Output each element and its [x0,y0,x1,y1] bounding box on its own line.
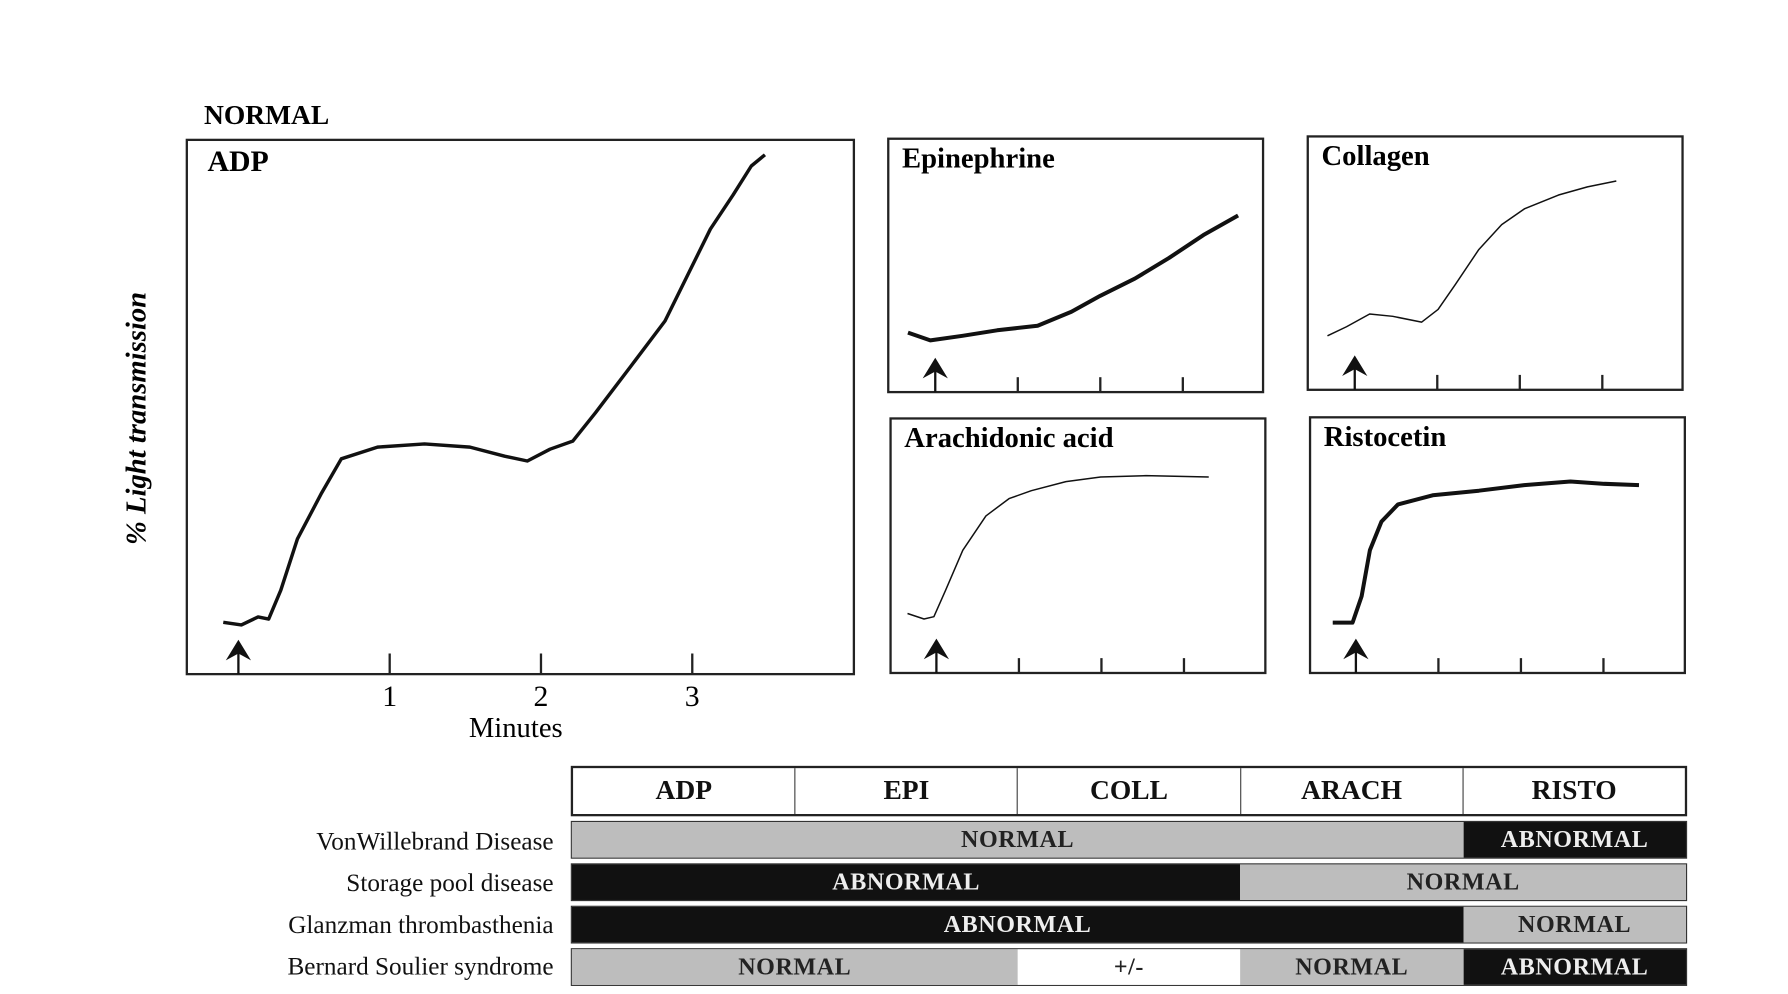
status-cell-abnormal: ABNORMAL [571,864,1241,900]
arrow-icon [225,639,252,675]
panel-title: Ristocetin [1324,421,1447,453]
panel-frame [185,138,856,676]
panel-title: Epinephrine [902,142,1055,174]
table-row: NORMAL ABNORMAL [570,820,1688,859]
status-cell-normal: NORMAL [1240,949,1464,985]
trace-line [907,474,1209,620]
arrow-icon [922,357,948,393]
trace-line [1332,479,1640,625]
status-cell-normal: NORMAL [1240,864,1686,900]
trace-line [223,153,767,627]
status-cell-abnormal: ABNORMAL [571,906,1464,943]
panel-frame [1308,416,1686,675]
panel-frame [889,417,1267,675]
arrow-icon [1342,355,1368,390]
status-cell-abnormal: ABNORMAL [1463,822,1686,858]
disease-table: ADP EPI COLL ARACH RISTO NORMAL ABNORMAL ABNOR… [570,765,1688,986]
arrow-icon [1343,638,1369,673]
x-tick-label: 1 [382,680,397,713]
column-header-adp: ADP [573,768,796,815]
table-row: ABNORMAL NORMAL [570,905,1688,944]
status-cell-normal: NORMAL [571,822,1464,858]
row-label: Storage pool disease [346,867,554,897]
aggregation-charts: NORMAL % Light transmission Minutes ADP 1… [121,99,1686,744]
row-label: VonWillebrand Disease [316,826,554,856]
status-cell-normal: NORMAL [571,949,1018,985]
column-header-risto: RISTO [1531,775,1617,806]
trace-line [907,213,1240,343]
panel-ristocetin: Ristocetin [1308,416,1686,675]
row-label: Glanzman thrombasthenia [288,910,554,939]
column-header-epi: EPI [796,768,1019,815]
panel-title: Collagen [1322,140,1430,172]
x-axis-label: Minutes [469,712,563,744]
panel-adp: ADP 1 2 3 [185,138,856,713]
column-header-coll: COLL [1018,768,1241,815]
status-cell-normal: NORMAL [1463,906,1686,943]
column-header-arach: ARACH [1241,768,1464,815]
panel-frame [887,137,1265,394]
arrow-icon [923,638,950,673]
y-axis-label: % Light transmission [121,292,153,545]
x-tick-label: 2 [534,680,549,713]
figure-heading: NORMAL [204,99,329,130]
row-label: Bernard Soulier syndrome [287,951,554,981]
panel-frame [1306,135,1684,391]
table-row: NORMAL +/- NORMAL ABNORMAL [570,948,1688,986]
panel-arachidonic-acid: Arachidonic acid [889,417,1267,675]
trace-line [1327,180,1617,337]
x-tick-label: 3 [685,680,700,713]
table-row: ABNORMAL NORMAL [570,863,1688,902]
table-header: ADP EPI COLL ARACH RISTO [570,765,1688,817]
status-cell-partial: +/- [1017,949,1241,985]
panel-collagen: Collagen [1306,135,1684,391]
panel-title: Arachidonic acid [904,422,1113,454]
panel-epinephrine: Epinephrine [887,137,1265,394]
status-cell-abnormal: ABNORMAL [1463,949,1687,985]
panel-title: ADP [207,145,268,178]
